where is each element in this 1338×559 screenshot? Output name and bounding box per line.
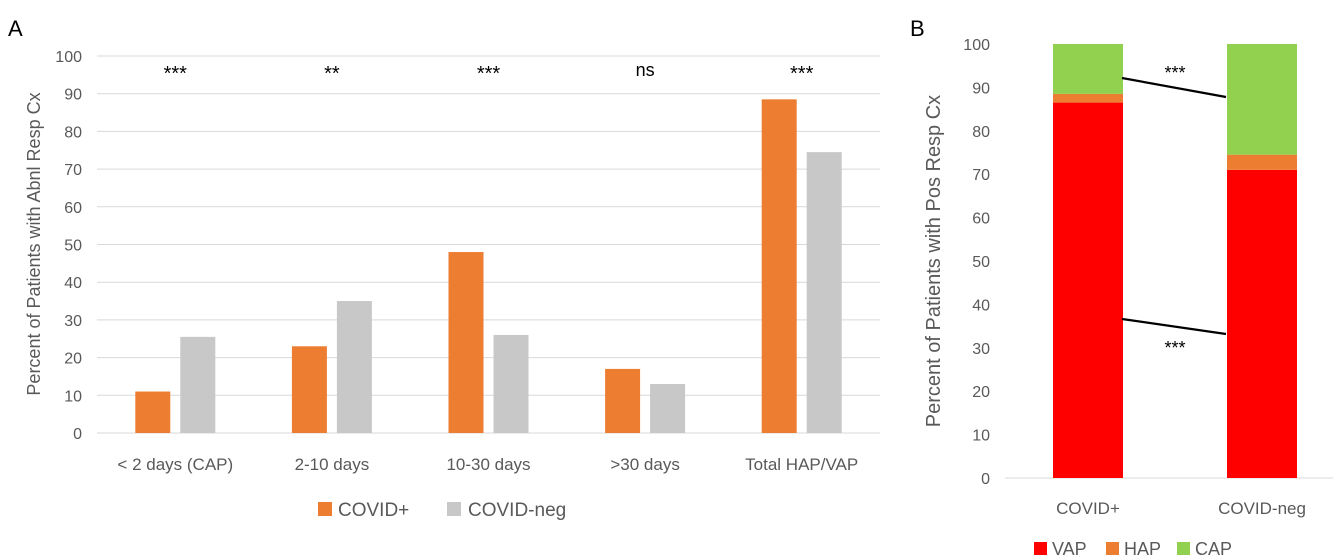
significance-label-2-days-cap: *** xyxy=(164,63,188,85)
x-tick-label-total-hap-vap: Total HAP/VAP xyxy=(745,455,858,474)
legend-label-covid-neg: COVID-neg xyxy=(468,500,566,521)
legend-swatch-hap xyxy=(1106,542,1119,555)
bars-a xyxy=(135,99,842,433)
y-tick-label-100: 100 xyxy=(55,49,82,66)
y-tick-label-b-10: 10 xyxy=(972,428,990,445)
y-tick-label-90: 90 xyxy=(64,87,82,104)
y-tick-label-60: 60 xyxy=(64,200,82,217)
y-tick-label-b-70: 70 xyxy=(972,167,990,184)
connector-line-top xyxy=(1121,76,1227,99)
y-axis-label-a: Percent of Patients with Abnl Resp Cx xyxy=(24,92,44,395)
y-tick-label-b-80: 80 xyxy=(972,124,990,141)
bar-covid-30-days xyxy=(605,368,641,433)
legend-swatch-vap xyxy=(1034,542,1047,555)
significance-label-30-days: ns xyxy=(636,60,655,80)
legend-label-covid-pos: COVID+ xyxy=(338,500,409,521)
y-tick-label-b-60: 60 xyxy=(972,211,990,228)
segment-cap-covid xyxy=(1053,44,1123,94)
y-tick-label-b-100: 100 xyxy=(963,37,990,54)
y-tick-label-b-90: 90 xyxy=(972,80,990,97)
bar-covid-10-30-days xyxy=(448,252,484,433)
bar-covid-2-days-cap xyxy=(135,391,171,433)
x-tick-label-10-30-days: 10-30 days xyxy=(446,455,530,474)
bar-covid-neg-total-hap-vap xyxy=(806,152,842,433)
y-tick-label-30: 30 xyxy=(64,313,82,330)
bar-covid-neg-2-10-days xyxy=(336,301,372,433)
annotation-top: *** xyxy=(1164,63,1185,83)
y-tick-label-b-20: 20 xyxy=(972,384,990,401)
significance-label-2-10-days: ** xyxy=(324,63,340,85)
y-tick-label-40: 40 xyxy=(64,275,82,292)
bar-covid-neg-10-30-days xyxy=(493,334,529,433)
grid-a xyxy=(97,55,880,434)
y-ticks-b: 0 10 20 30 40 50 60 70 80 90 100 xyxy=(963,37,990,488)
segment-vap-covid-neg xyxy=(1227,169,1297,479)
x-tick-label-2-days-cap: < 2 days (CAP) xyxy=(117,455,233,474)
legend-swatch-covid-neg xyxy=(447,502,461,516)
x-tick-label-2-10-days: 2-10 days xyxy=(295,455,370,474)
legend-a: COVID+ COVID-neg xyxy=(318,500,566,521)
x-tick-label-b-covid-neg: COVID-neg xyxy=(1218,499,1306,518)
y-tick-label-10: 10 xyxy=(64,388,82,405)
legend-label-hap: HAP xyxy=(1124,539,1161,559)
segment-hap-covid xyxy=(1053,93,1123,103)
y-ticks-a: 0 10 20 30 40 50 60 70 80 90 100 xyxy=(55,49,82,443)
segment-cap-covid-neg xyxy=(1227,44,1297,155)
legend-swatch-covid-pos xyxy=(318,502,332,516)
legend-label-vap: VAP xyxy=(1052,539,1087,559)
x-tick-label-30-days: >30 days xyxy=(610,455,679,474)
x-tick-label-b-covid: COVID+ xyxy=(1056,499,1120,518)
y-tick-label-0: 0 xyxy=(73,426,82,443)
panel-b: B 0 10 20 30 40 50 60 70 80 90 100 Percent of Pati… xyxy=(910,16,1333,559)
y-tick-label-20: 20 xyxy=(64,351,82,368)
y-tick-label-50: 50 xyxy=(64,238,82,255)
significance-connector-top: *** xyxy=(1121,63,1227,99)
legend-swatch-cap xyxy=(1177,542,1190,555)
y-tick-label-80: 80 xyxy=(64,124,82,141)
y-axis-label-b: Percent of Patients with Pos Resp Cx xyxy=(923,95,945,427)
significance-labels-a: *** ** *** ns *** xyxy=(164,60,814,85)
connector-line-bottom xyxy=(1121,317,1227,336)
bar-covid-total-hap-vap xyxy=(761,99,797,433)
legend-b: VAP HAP CAP xyxy=(1034,539,1232,559)
segment-vap-covid xyxy=(1053,102,1123,478)
bar-covid-neg-2-days-cap xyxy=(180,336,216,433)
stacked-bars-b xyxy=(1053,44,1297,479)
annotation-bottom: *** xyxy=(1164,338,1185,358)
bar-covid-neg-30-days xyxy=(650,383,686,433)
significance-connector-bottom: *** xyxy=(1121,317,1227,358)
y-tick-label-b-50: 50 xyxy=(972,254,990,271)
significance-label-total-hap-vap: *** xyxy=(790,63,814,85)
panel-a: A 0 10 20 30 40 50 60 70 80 90 100 Percent of Pati… xyxy=(8,16,880,521)
legend-label-cap: CAP xyxy=(1195,539,1232,559)
panel-label-a: A xyxy=(8,16,23,41)
panel-label-b: B xyxy=(910,16,925,41)
segment-hap-covid-neg xyxy=(1227,154,1297,170)
x-tick-labels-b: COVID+ COVID-neg xyxy=(1056,499,1306,518)
y-tick-label-b-40: 40 xyxy=(972,297,990,314)
x-tick-labels-a: < 2 days (CAP) 2-10 days 10-30 days >30 day… xyxy=(117,455,858,474)
significance-label-10-30-days: *** xyxy=(477,63,501,85)
bar-covid-2-10-days xyxy=(291,346,327,433)
y-tick-label-b-30: 30 xyxy=(972,341,990,358)
y-tick-label-b-0: 0 xyxy=(981,471,990,488)
y-tick-label-70: 70 xyxy=(64,162,82,179)
